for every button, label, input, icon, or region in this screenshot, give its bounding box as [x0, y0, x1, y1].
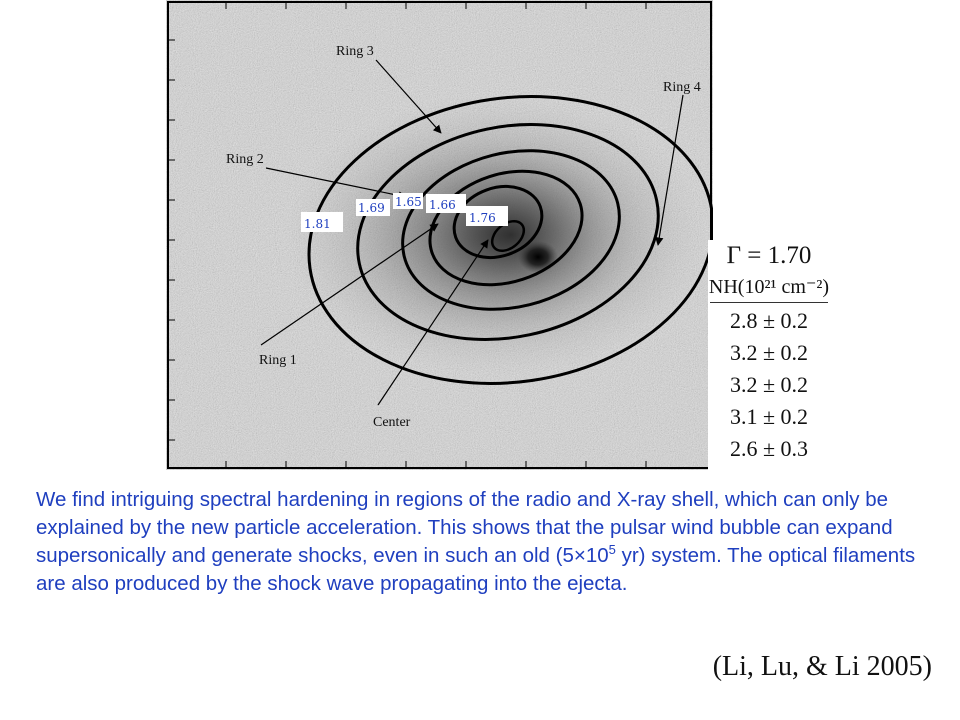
- nh-table-row-5: 2.6 ± 0.3: [729, 436, 809, 461]
- center-label: Center: [373, 415, 411, 430]
- xray-image-figure: Ring 3 Ring 4 Ring 2 Ring 1 Center 1.81 …: [166, 0, 713, 470]
- ring-1-label: Ring 1: [259, 353, 297, 368]
- nh-table: Γ = 1.70 NH(10²¹ cm⁻²) 2.8 ± 0.2 3.2 ± 0…: [708, 240, 830, 472]
- gamma-label-4: 1.66: [429, 198, 456, 212]
- ring-4-ellipse: [307, 95, 713, 385]
- nh-table-row-2: 3.2 ± 0.2: [729, 340, 809, 365]
- figure-frame: [167, 1, 712, 469]
- gamma-label-2: 1.69: [358, 201, 385, 215]
- caption-text-end: yr) system. The optical filaments are al…: [36, 544, 916, 595]
- ring-1-ellipse: [428, 169, 584, 287]
- center-arrow: [377, 239, 489, 406]
- ring-4-arrow: [655, 94, 684, 246]
- gamma-label-3: 1.65: [395, 195, 422, 209]
- ring-3-ellipse: [356, 123, 660, 341]
- nh-table-column-header: NH(10²¹ cm⁻²): [708, 276, 830, 298]
- ring-2-ellipse: [401, 149, 621, 311]
- nh-table-title: Γ = 1.70: [726, 242, 812, 269]
- nh-table-row-3: 3.2 ± 0.2: [729, 372, 809, 397]
- nh-table-row-1: 2.8 ± 0.2: [729, 308, 809, 333]
- nh-table-rule: [710, 302, 828, 303]
- caption-text-start: We find intriguing spectral hardening in…: [36, 488, 893, 567]
- nh-table-row-4: 3.1 ± 0.2: [729, 404, 809, 429]
- pulsar-core: [518, 241, 558, 273]
- ring-3-label: Ring 3: [336, 44, 374, 59]
- center-region-ellipse: [490, 219, 526, 253]
- caption-paragraph: We find intriguing spectral hardening in…: [36, 486, 936, 598]
- inner-ring-ellipse: [452, 185, 544, 259]
- ring-2-label: Ring 2: [226, 152, 264, 167]
- gamma-label-1: 1.81: [304, 217, 331, 231]
- ring-4-label: Ring 4: [663, 80, 701, 95]
- citation: (Li, Lu, & Li 2005): [712, 651, 932, 682]
- ring-3-arrow: [375, 59, 442, 134]
- ring-1-arrow: [260, 223, 439, 346]
- frame-ticks: [168, 2, 647, 468]
- caption-exponent: 5: [608, 542, 616, 558]
- ring-2-arrow: [265, 167, 407, 200]
- gamma-label-5: 1.76: [469, 211, 496, 225]
